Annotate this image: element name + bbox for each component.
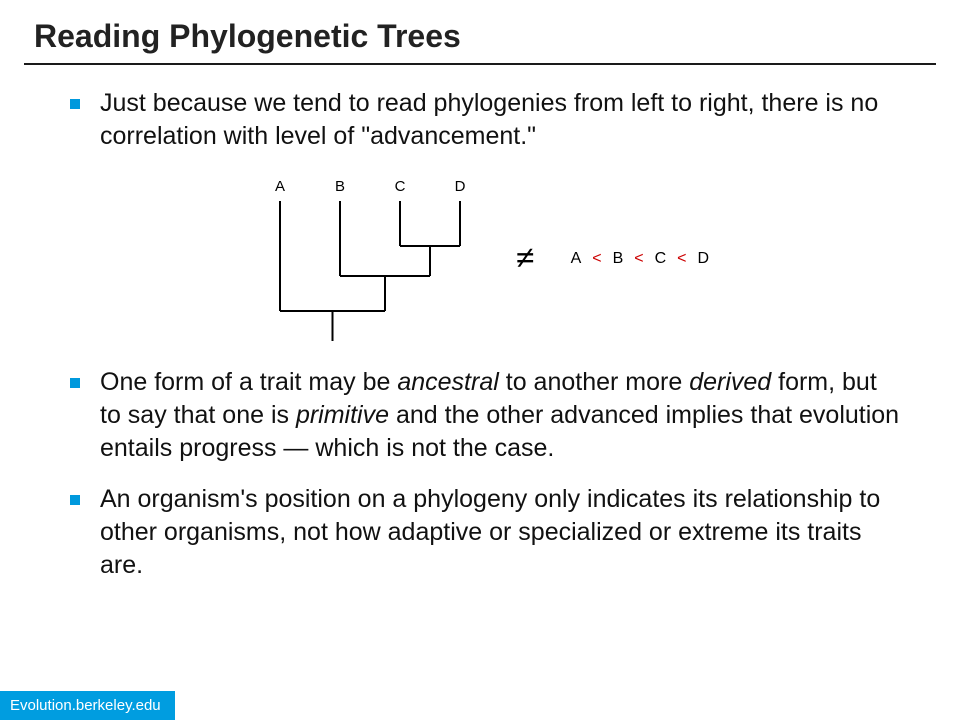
bullet-3: An organism's position on a phylogeny on… — [70, 483, 900, 582]
bullet-2: One form of a trait may be ancestral to … — [70, 366, 900, 465]
bullet-3-text: An organism's position on a phylogeny on… — [100, 483, 900, 582]
lt-icon: < — [624, 250, 654, 267]
svg-text:A: A — [275, 178, 285, 195]
italic-derived: derived — [689, 368, 771, 396]
bullet-icon — [70, 495, 80, 505]
ineq-b: B — [613, 250, 625, 267]
lt-icon: < — [582, 250, 612, 267]
bullet-icon — [70, 378, 80, 388]
ineq-a: A — [571, 250, 583, 267]
bullet-1-text: Just because we tend to read phylogenies… — [100, 87, 900, 153]
ineq-c: C — [655, 250, 668, 267]
source-badge: Evolution.berkeley.edu — [0, 691, 175, 720]
phylogeny-diagram: ABCD ≠ A<B<C<D — [70, 171, 900, 346]
bullet-2-text: One form of a trait may be ancestral to … — [100, 366, 900, 465]
bullet-icon — [70, 99, 80, 109]
svg-text:C: C — [394, 178, 405, 195]
svg-text:B: B — [335, 178, 345, 195]
content-area: Just because we tend to read phylogenies… — [0, 65, 960, 582]
text-span: to another more — [499, 368, 689, 396]
italic-ancestral: ancestral — [397, 368, 498, 396]
italic-primitive: primitive — [296, 401, 389, 429]
page-title: Reading Phylogenetic Trees — [0, 0, 960, 63]
ineq-d: D — [698, 250, 711, 267]
tree-svg: A B C D — [260, 171, 480, 346]
not-equal-icon: ≠ — [516, 240, 535, 278]
svg-text:D: D — [454, 178, 465, 195]
inequality-text: A<B<C<D — [571, 250, 711, 268]
bullet-1: Just because we tend to read phylogenies… — [70, 87, 900, 153]
lt-icon: < — [667, 250, 697, 267]
text-span: One form of a trait may be — [100, 368, 397, 396]
